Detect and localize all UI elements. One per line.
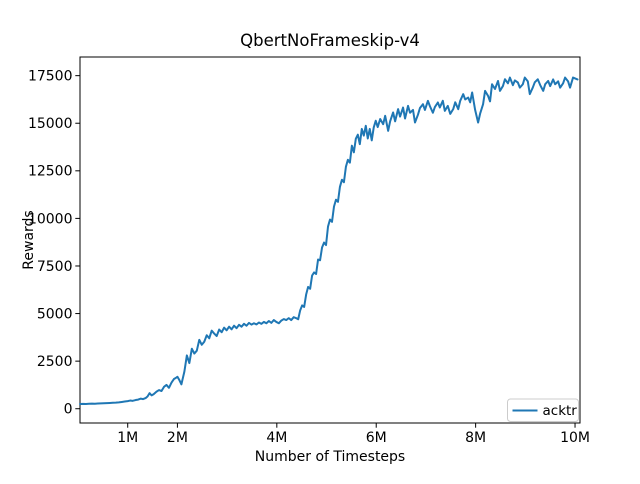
legend: acktr — [507, 398, 579, 422]
series-line-acktr — [79, 76, 579, 405]
y-tick-label: 17500 — [28, 69, 73, 85]
y-tick-label: 12500 — [28, 164, 73, 180]
x-tick-label: 2M — [167, 430, 188, 446]
x-tick-label: 1M — [117, 430, 138, 446]
chart-title: QbertNoFrameskip-v4 — [240, 31, 420, 50]
x-axis-label: Number of Timesteps — [255, 449, 405, 465]
y-tick-label: 0 — [64, 402, 73, 418]
y-axis-label: Rewards — [21, 210, 37, 269]
plot-area: 1M 2M 4M 6M 8M 10M 0 2500 5000 7500 10000 12500 1500… — [28, 56, 590, 446]
y-tick-label: 10000 — [28, 211, 73, 227]
x-tick-label: 8M — [465, 430, 486, 446]
y-tick-label: 5000 — [37, 306, 73, 322]
legend-label: acktr — [543, 403, 578, 419]
x-tick-label: 10M — [560, 430, 590, 446]
x-tick-label: 6M — [366, 430, 387, 446]
y-tick-label: 2500 — [37, 354, 73, 370]
y-tick-label: 15000 — [28, 116, 73, 132]
x-tick-label: 4M — [266, 430, 287, 446]
legend-box — [507, 398, 579, 422]
y-tick-label: 7500 — [37, 259, 73, 275]
axes-frame — [79, 56, 581, 424]
